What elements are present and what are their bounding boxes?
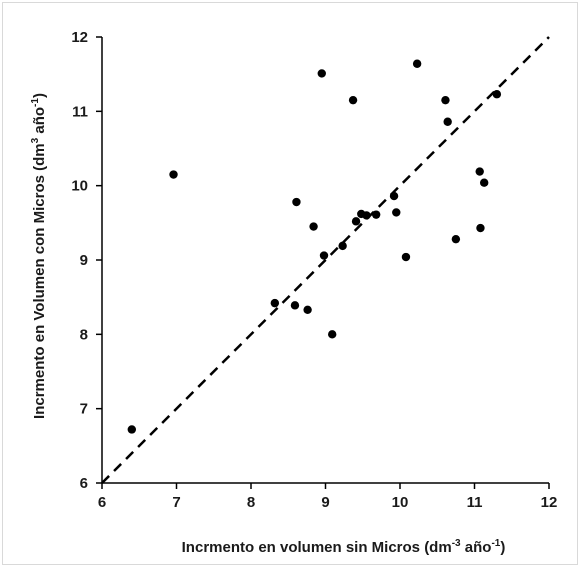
chart-frame — [2, 2, 578, 565]
x-tick-label: 10 — [392, 494, 409, 511]
x-tick-label: 6 — [98, 494, 106, 511]
y-tick-label: 7 — [80, 401, 88, 418]
y-tick-label: 9 — [80, 252, 88, 269]
data-point — [351, 217, 361, 226]
y-tick-label: 8 — [80, 326, 88, 343]
y-tick-label: 6 — [80, 475, 88, 492]
data-point — [476, 223, 485, 233]
data-point — [412, 59, 422, 68]
data-point — [475, 167, 484, 176]
data-point — [371, 210, 381, 219]
x-tick-label: 8 — [247, 494, 255, 511]
data-point — [479, 178, 489, 187]
y-tick-label: 10 — [71, 178, 88, 195]
data-point — [338, 241, 347, 251]
x-tick-label: 9 — [321, 494, 329, 511]
data-point — [317, 69, 326, 78]
x-tick-label: 11 — [467, 494, 483, 511]
data-point — [348, 95, 358, 105]
y-tick-label: 12 — [71, 29, 88, 46]
data-point — [401, 252, 411, 262]
y-tick-label: 11 — [72, 103, 88, 120]
x-tick-label: 12 — [541, 494, 558, 511]
data-point — [169, 170, 178, 179]
y-axis-label: Incrmento en Volumen con Micros (dm3 año… — [30, 93, 48, 419]
data-point — [319, 251, 329, 260]
data-point — [127, 425, 136, 434]
data-point — [389, 191, 399, 201]
data-point — [451, 234, 461, 244]
data-point — [392, 208, 401, 217]
data-point — [492, 90, 502, 99]
data-point — [443, 117, 452, 126]
data-point — [362, 211, 371, 220]
data-point — [270, 298, 280, 308]
data-point — [292, 197, 301, 207]
data-point — [328, 330, 337, 339]
data-point — [441, 95, 450, 105]
data-point — [290, 301, 300, 310]
data-point — [303, 305, 312, 315]
x-axis-label: Incrmento en volumen sin Micros (dm-3 añ… — [182, 538, 506, 556]
x-tick-label: 7 — [172, 494, 180, 511]
one-to-one-reference-line — [101, 36, 550, 484]
data-point — [309, 222, 318, 231]
